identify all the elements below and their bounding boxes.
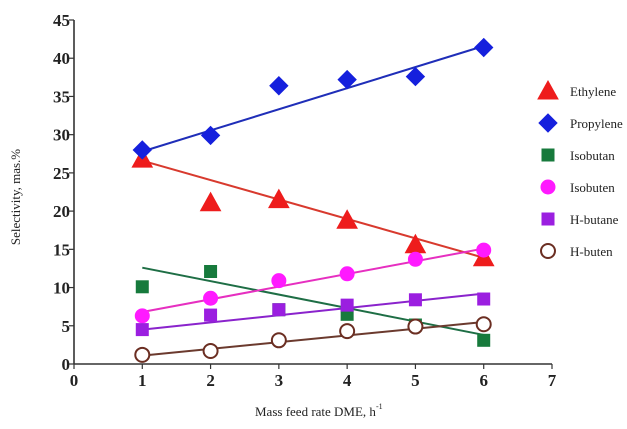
point-propylene	[474, 37, 494, 58]
trend-line-h-butane	[142, 292, 484, 331]
x-tick-label: 3	[275, 371, 284, 390]
x-tick-label: 0	[70, 371, 79, 390]
y-tick-label: 15	[53, 240, 70, 259]
legend-label-isobuten: Isobuten	[570, 180, 615, 195]
y-axis-title: Selectivity, mas.%	[8, 149, 23, 245]
legend-marker-h-buten	[540, 243, 556, 259]
legend-marker-h-butane	[541, 212, 555, 226]
point-propylene	[200, 125, 221, 146]
trend-line-h-buten	[142, 320, 484, 357]
point-propylene	[337, 69, 357, 90]
point-ethylene	[268, 188, 290, 209]
y-tick-label: 30	[53, 126, 70, 145]
point-isobuten	[271, 273, 287, 289]
x-tick-label: 4	[343, 371, 352, 390]
legend-marker-propylene	[538, 113, 558, 133]
trend-lines	[141, 45, 485, 357]
point-h-buten	[339, 323, 356, 340]
legend-label-isobutan: Isobutan	[570, 148, 615, 163]
trend-line-propylene	[141, 45, 485, 153]
trend-line-isobuten	[142, 247, 484, 314]
x-tick-label: 6	[479, 371, 488, 390]
point-h-butane	[135, 323, 149, 337]
point-h-butane	[204, 308, 218, 322]
point-isobuten	[407, 251, 423, 267]
legend-item-propylene: Propylene	[538, 113, 623, 133]
point-h-buten	[475, 316, 492, 333]
point-isobuten	[476, 242, 492, 258]
y-tick-label: 35	[53, 87, 70, 106]
y-tick-label: 10	[53, 279, 70, 298]
point-isobutan	[135, 280, 149, 294]
point-h-butane	[340, 298, 354, 312]
x-tick-label: 1	[138, 371, 147, 390]
point-h-buten	[270, 332, 287, 349]
point-isobuten	[134, 308, 150, 324]
point-ethylene	[199, 191, 222, 212]
legend-item-isobutan: Isobutan	[541, 148, 615, 163]
x-axis-title-text: Mass feed rate DME, h	[255, 404, 376, 419]
y-tick-label: 40	[53, 49, 70, 68]
x-axis-title: Mass feed rate DME, h-1	[255, 402, 383, 419]
point-h-butane	[272, 303, 286, 317]
point-ethylene	[404, 233, 427, 254]
legend: Ethylene Propylene Isobutan Isobuten H-butan…	[537, 79, 623, 259]
y-tick-label: 0	[62, 355, 71, 374]
x-tick-label: 5	[411, 371, 420, 390]
legend-item-h-butane: H-butane	[541, 212, 619, 227]
y-tick-label: 5	[62, 317, 71, 336]
legend-marker-ethylene	[537, 79, 559, 100]
data-points	[131, 37, 495, 363]
point-h-buten	[134, 346, 151, 363]
point-h-buten	[202, 343, 219, 360]
point-isobuten	[339, 266, 355, 282]
point-propylene	[405, 66, 426, 87]
trend-line-isobutan	[142, 266, 484, 336]
point-h-buten	[407, 318, 424, 335]
point-ethylene	[336, 209, 358, 229]
legend-label-ethylene: Ethylene	[570, 84, 616, 99]
x-axis-title-superscript: -1	[376, 402, 383, 411]
y-tick-label: 20	[53, 202, 70, 221]
y-tick-label: 45	[53, 11, 70, 30]
y-tick-label: 25	[53, 164, 70, 183]
x-tick-label: 7	[548, 371, 557, 390]
legend-item-ethylene: Ethylene	[537, 79, 616, 100]
point-isobutan	[204, 265, 218, 279]
point-isobuten	[203, 290, 219, 306]
legend-label-h-butane: H-butane	[570, 212, 619, 227]
legend-item-isobuten: Isobuten	[540, 179, 615, 195]
point-propylene	[269, 76, 289, 96]
legend-item-h-buten: H-buten	[540, 243, 613, 259]
legend-label-h-buten: H-buten	[570, 244, 613, 259]
point-isobutan	[477, 333, 491, 347]
x-tick-label: 2	[206, 371, 215, 390]
point-h-butane	[477, 292, 491, 306]
point-propylene	[132, 140, 152, 160]
legend-marker-isobuten	[540, 179, 556, 195]
trend-line-ethylene	[142, 159, 484, 259]
legend-marker-isobutan	[541, 148, 555, 162]
legend-label-propylene: Propylene	[570, 116, 623, 131]
point-h-butane	[408, 293, 422, 307]
